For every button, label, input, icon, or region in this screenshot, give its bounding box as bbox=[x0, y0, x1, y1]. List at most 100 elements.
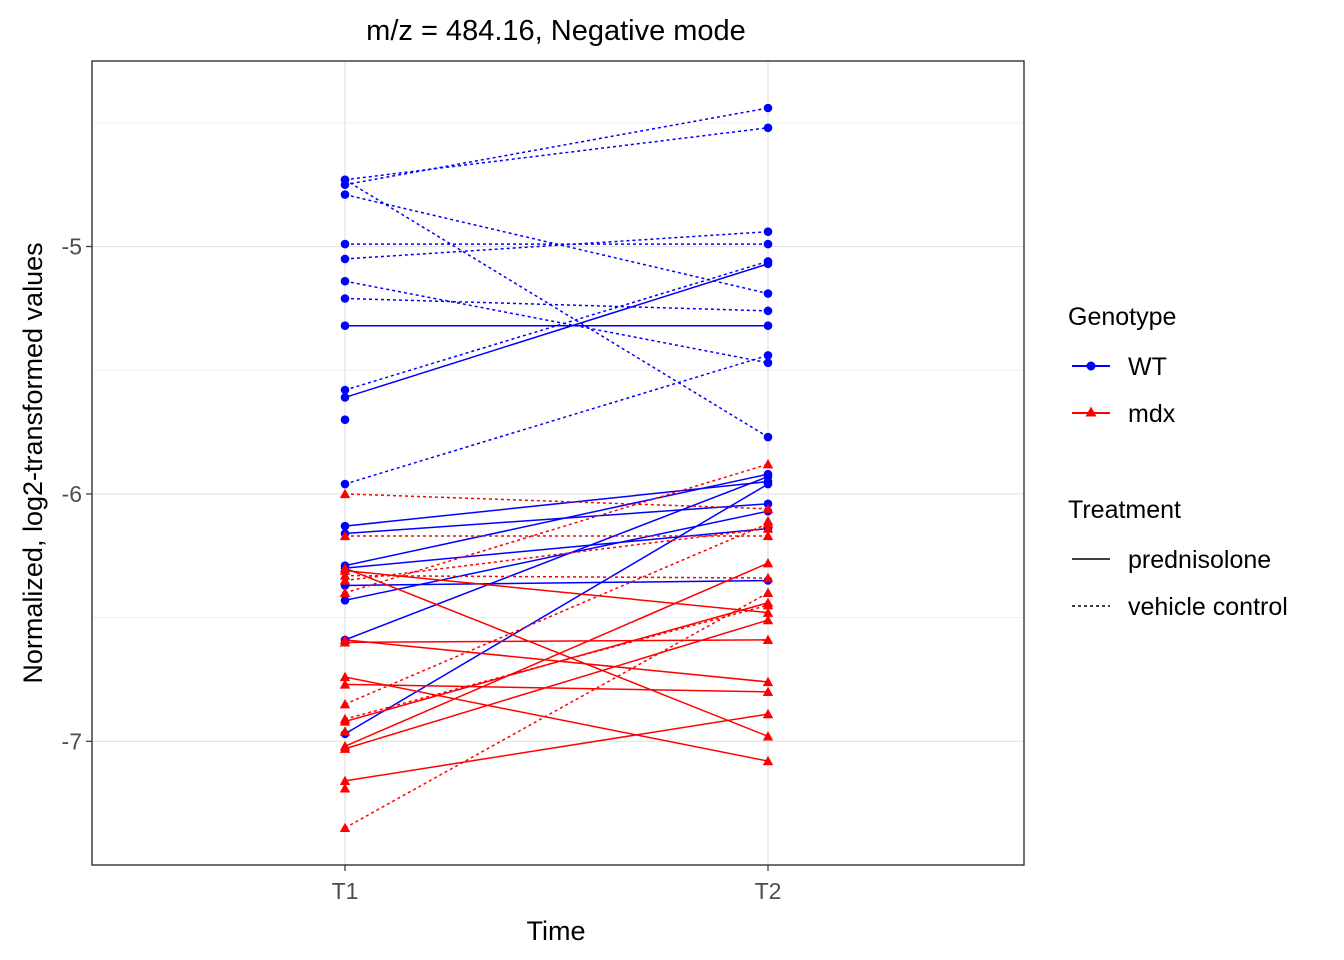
series-line-mdx bbox=[344, 574, 769, 579]
series-line-wt bbox=[344, 260, 769, 391]
legend-mdx-triangle bbox=[1085, 406, 1097, 417]
data-point-mdx bbox=[762, 634, 774, 645]
axes: -7 -6 -5 T1 T2 bbox=[62, 234, 782, 904]
data-point-wt bbox=[340, 175, 350, 185]
x-tick-label: T1 bbox=[332, 878, 359, 904]
y-axis-title: Normalized, log2-transformed values bbox=[18, 242, 48, 683]
series-line-mdx bbox=[344, 602, 769, 723]
series-line-mdx bbox=[344, 493, 769, 510]
data-point-mdx bbox=[762, 587, 774, 598]
data-point-wt bbox=[340, 415, 350, 425]
series-line-wt bbox=[344, 354, 769, 485]
plot-panel bbox=[91, 60, 1025, 866]
series-line-wt bbox=[344, 483, 769, 735]
data-point-wt bbox=[340, 254, 350, 264]
legend-item-wt: WT bbox=[1072, 353, 1167, 381]
data-point-wt bbox=[340, 294, 350, 303]
legend-wt-label: WT bbox=[1128, 353, 1167, 381]
data-point-wt bbox=[340, 521, 350, 531]
y-tick-label: -5 bbox=[62, 234, 82, 260]
data-point-mdx bbox=[762, 686, 774, 696]
data-point-wt bbox=[763, 289, 773, 298]
data-point-mdx bbox=[339, 575, 351, 585]
series-line-mdx bbox=[344, 619, 769, 750]
data-point-mdx bbox=[339, 775, 351, 786]
series-line-mdx bbox=[344, 567, 769, 738]
data-point-mdx bbox=[339, 587, 351, 598]
data-point-mdx bbox=[762, 597, 774, 607]
data-point-mdx bbox=[762, 572, 774, 583]
data-point-mdx bbox=[339, 822, 351, 833]
legend-treatment-title: Treatment bbox=[1068, 496, 1181, 524]
data-point-mdx bbox=[762, 676, 774, 687]
data-series bbox=[344, 107, 769, 829]
data-point-wt bbox=[763, 306, 773, 316]
y-tick-label: -6 bbox=[62, 481, 82, 507]
series-line-wt bbox=[344, 297, 769, 312]
chart-title: m/z = 484.16, Negative mode bbox=[366, 15, 746, 47]
data-point-mdx bbox=[762, 607, 774, 617]
legend-prednisolone-label: prednisolone bbox=[1128, 546, 1271, 574]
series-line-wt bbox=[344, 179, 769, 438]
legend-wt-circle bbox=[1086, 361, 1096, 371]
data-point-mdx bbox=[762, 708, 774, 719]
data-point-mdx bbox=[339, 671, 351, 682]
legend-item-mdx: mdx bbox=[1072, 400, 1176, 428]
data-point-wt bbox=[763, 479, 773, 489]
series-line-mdx bbox=[344, 676, 769, 762]
data-point-wt bbox=[340, 595, 350, 605]
data-point-mdx bbox=[339, 637, 351, 647]
panel-border bbox=[91, 60, 1025, 866]
legend: Genotype WT mdx Treatment prednisolone v… bbox=[1068, 303, 1288, 621]
data-point-mdx bbox=[762, 731, 774, 741]
data-point-mdx bbox=[339, 699, 351, 709]
data-point-wt bbox=[340, 190, 350, 199]
data-point-wt bbox=[763, 472, 773, 481]
legend-item-vehicle-control: vehicle control bbox=[1072, 593, 1288, 621]
data-point-wt bbox=[763, 239, 773, 249]
series-line-wt bbox=[344, 473, 769, 567]
series-line-wt bbox=[344, 127, 769, 181]
data-point-mdx bbox=[339, 679, 351, 689]
data-point-mdx bbox=[339, 488, 351, 499]
data-point-mdx bbox=[339, 783, 351, 793]
data-point-wt bbox=[763, 351, 773, 360]
series-line-mdx bbox=[344, 569, 769, 614]
data-point-wt bbox=[340, 321, 350, 331]
series-line-mdx bbox=[344, 683, 769, 693]
series-line-wt bbox=[344, 475, 769, 641]
legend-item-prednisolone: prednisolone bbox=[1072, 546, 1271, 574]
data-point-mdx bbox=[762, 557, 774, 568]
data-point-mdx bbox=[762, 515, 774, 526]
data-point-wt bbox=[763, 432, 773, 442]
x-axis-title: Time bbox=[527, 916, 586, 946]
data-point-wt bbox=[340, 393, 350, 402]
series-line-mdx bbox=[344, 639, 769, 644]
data-points bbox=[339, 103, 774, 833]
data-point-mdx bbox=[339, 726, 351, 736]
data-point-wt bbox=[340, 385, 350, 395]
series-line-mdx bbox=[344, 604, 769, 720]
data-point-mdx bbox=[762, 614, 774, 625]
series-line-wt bbox=[344, 579, 769, 587]
legend-genotype-title: Genotype bbox=[1068, 303, 1176, 331]
legend-mdx-label: mdx bbox=[1128, 400, 1176, 428]
data-point-wt bbox=[340, 239, 350, 249]
data-point-mdx bbox=[339, 716, 351, 726]
data-point-mdx bbox=[762, 503, 774, 513]
series-line-wt bbox=[344, 263, 769, 399]
series-line-mdx bbox=[344, 562, 769, 747]
series-line-wt bbox=[344, 503, 769, 535]
series-line-mdx bbox=[344, 527, 769, 582]
data-point-wt bbox=[763, 259, 773, 269]
data-point-wt bbox=[763, 358, 773, 368]
data-point-mdx bbox=[339, 570, 351, 580]
data-point-mdx bbox=[762, 530, 774, 541]
y-tick-label: -7 bbox=[62, 728, 82, 754]
data-point-wt bbox=[763, 227, 773, 236]
series-line-mdx bbox=[344, 639, 769, 683]
data-point-mdx bbox=[339, 743, 351, 753]
data-point-mdx bbox=[762, 459, 774, 469]
legend-vehicle-control-label: vehicle control bbox=[1128, 593, 1288, 621]
